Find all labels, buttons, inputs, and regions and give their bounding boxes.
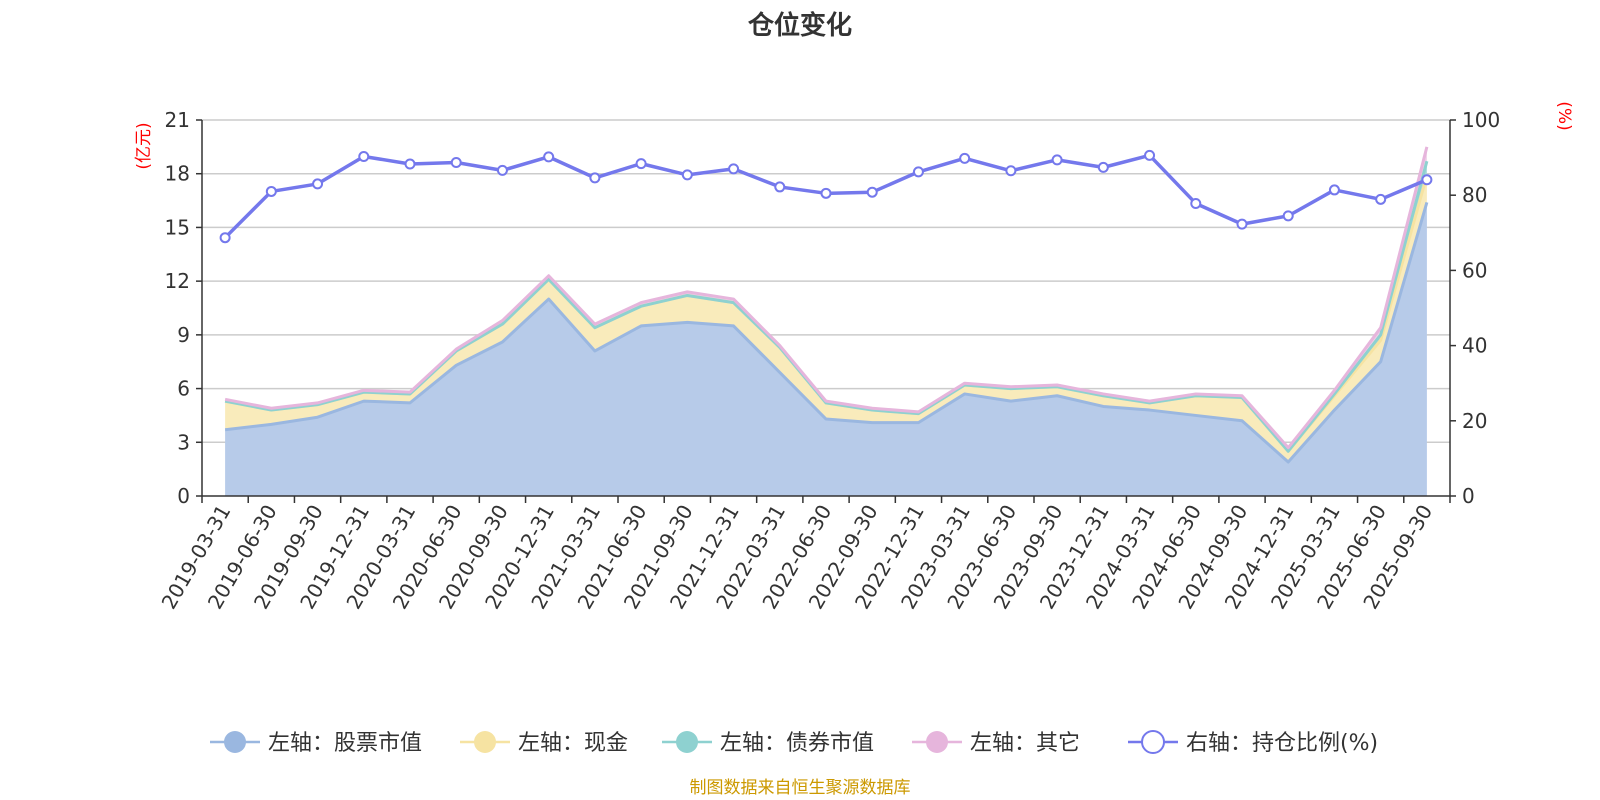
stacked-areas: [224, 146, 1429, 496]
left-tick-label: 0: [177, 484, 190, 508]
legend: 左轴：股票市值 左轴：现金 左轴：债券市值 左轴：其它 右轴：持仓比例(%): [210, 730, 1378, 756]
left-tick-label: 12: [165, 269, 190, 293]
right-tick-label: 0: [1462, 484, 1475, 508]
left-tick-label: 6: [177, 377, 190, 401]
ratio-point: [1097, 161, 1109, 173]
axes: 0369121518210204060801002019-03-312019-0…: [157, 108, 1501, 613]
legend-item[interactable]: 右轴：持仓比例(%): [1128, 730, 1378, 756]
ratio-point: [358, 150, 370, 162]
right-tick-label: 60: [1462, 258, 1487, 282]
ratio-point: [404, 158, 416, 170]
area-line-1: [224, 201, 1429, 464]
ratio-point: [1005, 165, 1017, 177]
legend-marker: [676, 731, 698, 753]
ratio-point: [1328, 184, 1340, 196]
legend-item[interactable]: 左轴：股票市值: [210, 731, 422, 756]
ratio-line: [219, 149, 1433, 244]
ratio-point: [1421, 174, 1433, 186]
ratio-point: [219, 232, 231, 244]
legend-marker: [474, 731, 496, 753]
ratio-point: [1190, 197, 1202, 209]
chart-title: 仓位变化: [747, 10, 852, 41]
ratio-point: [312, 178, 324, 190]
ratio-point: [866, 186, 878, 198]
ratio-point: [728, 163, 740, 175]
ratio-point: [774, 181, 786, 193]
legend-marker: [926, 731, 948, 753]
left-tick-label: 15: [165, 215, 190, 239]
ratio-point: [820, 187, 832, 199]
right-tick-label: 100: [1462, 108, 1500, 132]
legend-label: 左轴：其它: [970, 731, 1080, 756]
ratio-point: [450, 156, 462, 168]
legend-item[interactable]: 左轴：其它: [912, 731, 1080, 756]
ratio-point: [265, 185, 277, 197]
legend-marker: [224, 731, 246, 753]
ratio-point: [635, 158, 647, 170]
ratio-point: [1051, 154, 1063, 166]
left-tick-label: 3: [177, 430, 190, 454]
right-tick-label: 40: [1462, 334, 1487, 358]
legend-item[interactable]: 左轴：现金: [460, 731, 628, 756]
grid-lines: [202, 119, 1450, 444]
legend-label: 左轴：债券市值: [720, 731, 874, 756]
ratio-point: [1236, 218, 1248, 230]
left-tick-label: 21: [165, 108, 190, 132]
left-tick-label: 18: [165, 162, 190, 186]
ratio-point: [959, 152, 971, 164]
left-tick-label: 9: [177, 323, 190, 347]
right-tick-label: 80: [1462, 183, 1487, 207]
source-note: 制图数据来自恒生聚源数据库: [690, 778, 911, 798]
area-1: [225, 202, 1427, 496]
ratio-point: [543, 151, 555, 163]
legend-label: 右轴：持仓比例(%): [1186, 731, 1378, 756]
legend-label: 左轴：股票市值: [268, 731, 422, 756]
right-axis-unit: (%): [1554, 101, 1574, 130]
legend-item[interactable]: 左轴：债券市值: [662, 731, 874, 756]
ratio-point: [912, 166, 924, 178]
ratio-point: [1282, 210, 1294, 222]
right-tick-label: 20: [1462, 409, 1487, 433]
ratio-point: [496, 164, 508, 176]
ratio-point: [681, 169, 693, 181]
ratio-point: [589, 172, 601, 184]
ratio-point: [1375, 193, 1387, 205]
legend-label: 左轴：现金: [518, 731, 628, 756]
area-line-4: [224, 146, 1429, 450]
area-2: [225, 175, 1427, 462]
ratio-point: [1144, 149, 1156, 161]
left-axis-unit: (亿元): [134, 122, 154, 169]
legend-marker-hollow: [1141, 730, 1165, 754]
